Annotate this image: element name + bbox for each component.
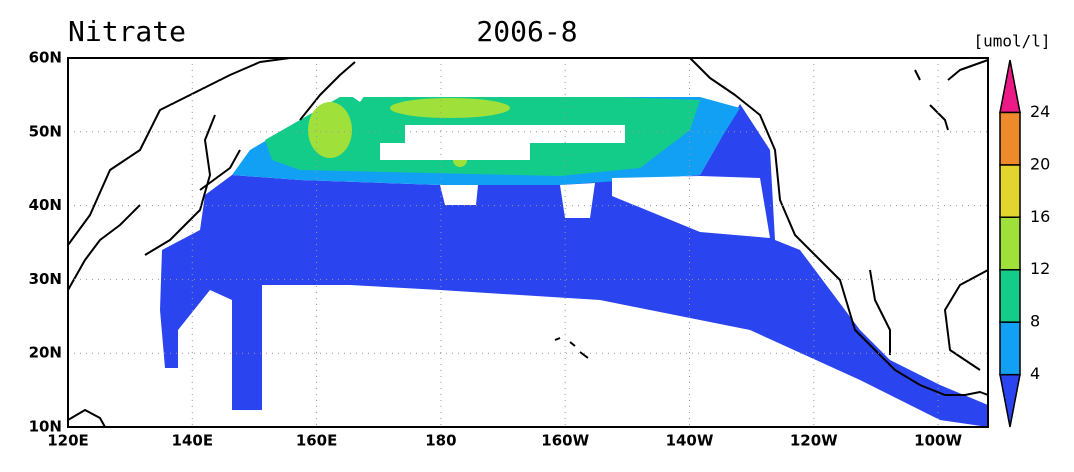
colorbar-swatch (999, 268, 1021, 323)
lat-label: 40N (29, 196, 62, 214)
colorbar-swatch (999, 164, 1021, 219)
colorbar-swatch (999, 321, 1021, 376)
colorbar-label: 16 (1030, 207, 1050, 226)
lat-label: 50N (29, 122, 62, 140)
colorbar-label: 20 (1030, 154, 1050, 173)
lat-label: 20N (29, 344, 62, 362)
lat-label: 60N (29, 49, 62, 67)
coastline (554, 337, 589, 359)
lon-label: 180 (425, 432, 456, 450)
lon-label: 120E (47, 432, 89, 450)
colorbar-label: 4 (1030, 364, 1040, 383)
coastline (67, 57, 356, 428)
no-data (440, 185, 478, 205)
nitrate-field (160, 95, 988, 427)
colorbar-swatch (999, 216, 1021, 271)
colorbar-swatch (999, 373, 1021, 428)
lat-label: 30N (29, 270, 62, 288)
lon-label: 140E (172, 432, 214, 450)
colorbar-label: 24 (1030, 102, 1050, 121)
lon-label: 160W (541, 432, 589, 450)
no-data (350, 95, 365, 102)
lon-label: 120W (790, 432, 838, 450)
field-patch (308, 102, 352, 158)
title: Nitrate (68, 15, 186, 48)
coastlines (67, 57, 989, 428)
no-data (380, 125, 625, 160)
no-data (612, 176, 770, 238)
coastline (689, 57, 989, 396)
no-data (560, 183, 595, 218)
colorbar-swatch (999, 111, 1021, 166)
colorbar-label: 12 (1030, 259, 1050, 278)
lon-label: 100W (914, 432, 962, 450)
lon-label: 160E (296, 432, 338, 450)
map-frame (67, 57, 989, 428)
field-low (160, 104, 988, 427)
colorbar-swatch (999, 59, 1021, 114)
date: 2006-8 (476, 15, 577, 48)
field-patch (390, 98, 510, 118)
lat-label: 10N (29, 418, 62, 436)
lon-label: 140W (666, 432, 714, 450)
colorbar-label: 8 (1030, 312, 1040, 331)
units: [umol/l] (973, 32, 1050, 51)
colorbar: 4 8 12 16 20 24 (999, 59, 1050, 428)
